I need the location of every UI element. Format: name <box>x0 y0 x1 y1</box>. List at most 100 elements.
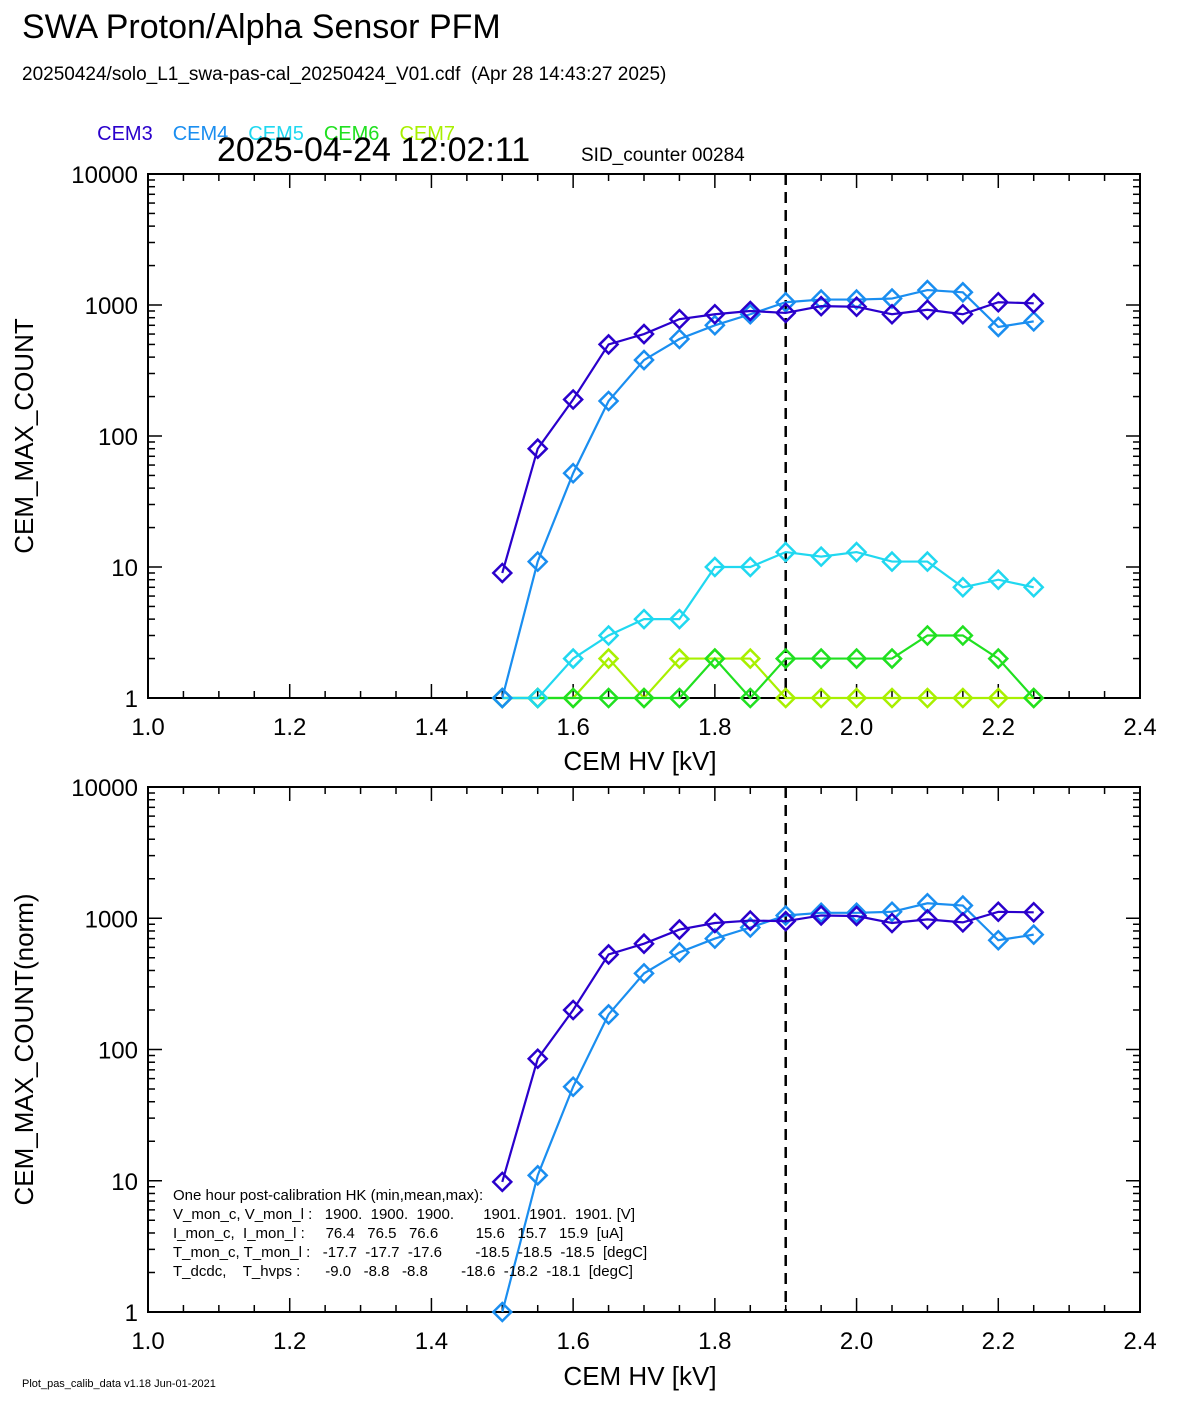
y-tick-label: 10000 <box>71 162 138 189</box>
data-point-cem6 <box>668 687 691 709</box>
data-point-cem4 <box>987 316 1010 338</box>
data-point-cem3 <box>987 291 1010 313</box>
data-point-cem5 <box>1022 576 1045 599</box>
x-tick-label: 2.4 <box>1123 714 1156 741</box>
y-tick-label: 1000 <box>85 293 138 320</box>
hk-annotation-line: T_mon_c, T_mon_l : -17.7 -17.7 -17.6 -18… <box>173 1244 647 1261</box>
data-point-cem4 <box>491 687 514 709</box>
hk-annotation-line: I_mon_c, I_mon_l : 76.4 76.5 76.6 15.6 1… <box>173 1225 623 1242</box>
data-point-cem3 <box>810 295 832 317</box>
y-tick-label: 1 <box>125 1300 138 1327</box>
data-point-cem5 <box>845 541 868 563</box>
data-point-cem4 <box>987 929 1010 952</box>
data-point-cem6 <box>810 647 832 670</box>
data-point-cem7 <box>739 647 762 670</box>
series-line-cem5 <box>502 550 1034 700</box>
data-point-cem6 <box>774 647 797 670</box>
x-tick-label: 2.2 <box>982 714 1015 741</box>
data-point-cem6 <box>1022 687 1045 709</box>
data-point-cem7 <box>774 687 797 709</box>
data-point-cem6 <box>562 687 584 709</box>
data-point-cem7 <box>881 687 903 709</box>
data-point-cem3 <box>668 308 691 330</box>
data-point-cem3 <box>881 912 903 934</box>
data-point-cem4 <box>845 902 868 924</box>
x-tick-label: 1.6 <box>556 714 589 741</box>
data-point-cem4 <box>881 287 903 310</box>
data-point-cem3 <box>633 932 655 955</box>
y-tick-label: 10000 <box>71 775 138 802</box>
data-point-cem4 <box>668 941 691 964</box>
data-point-cem5 <box>526 687 549 709</box>
series-line-cem4 <box>501 288 1034 699</box>
data-point-cem3 <box>491 562 514 584</box>
data-point-cem3 <box>526 437 549 460</box>
data-point-cem3 <box>916 908 939 931</box>
data-point-cem3 <box>739 909 762 932</box>
data-point-cem6 <box>597 687 620 709</box>
data-point-cem3 <box>739 300 762 322</box>
y-tick-label: 1000 <box>85 906 138 933</box>
x-tick-label: 1.0 <box>131 714 164 741</box>
hk-annotation-line: One hour post-calibration HK (min,mean,m… <box>173 1187 483 1204</box>
data-point-cem5 <box>987 568 1010 591</box>
data-point-cem3 <box>1022 901 1045 924</box>
data-point-cem4 <box>491 1301 514 1323</box>
data-point-cem3 <box>633 323 655 345</box>
data-point-cem7 <box>845 687 868 709</box>
series-line-cem6 <box>502 634 1035 700</box>
timestamp: 2025-04-24 12:02:11 <box>217 131 531 169</box>
legend-item-cem6: CEM6 <box>323 123 380 145</box>
data-point-cem4 <box>774 904 797 927</box>
y-tick-label: 1 <box>125 686 138 713</box>
data-point-cem3 <box>597 333 620 356</box>
footer-version: Plot_pas_calib_data v1.18 Jun-01-2021 <box>22 1378 216 1390</box>
data-point-cem3 <box>845 905 868 927</box>
x-tick-label: 1.8 <box>698 1328 731 1355</box>
data-point-cem5 <box>774 541 797 563</box>
data-point-cem3 <box>881 303 903 326</box>
data-point-cem5 <box>597 624 620 647</box>
y-tick-label: 100 <box>98 1038 138 1065</box>
hk-annotation-line: V_mon_c, V_mon_l : 1900. 1900. 1900. 190… <box>173 1206 635 1223</box>
data-point-cem6 <box>952 624 974 647</box>
data-point-cem6 <box>987 647 1010 670</box>
data-point-cem4 <box>633 962 655 985</box>
x-tick-label: 2.4 <box>1123 1328 1156 1355</box>
file-info: 20250424/solo_L1_swa-pas-cal_20250424_V0… <box>22 64 667 85</box>
page-title: SWA Proton/Alpha Sensor PFM <box>22 8 501 46</box>
legend-item-cem4: CEM4 <box>172 123 229 145</box>
x-tick-label: 2.0 <box>840 714 873 741</box>
x-axis-label: CEM HV [kV] <box>563 1361 716 1391</box>
data-point-cem4 <box>952 281 974 304</box>
data-point-cem6 <box>845 647 868 670</box>
x-tick-label: 1.4 <box>415 1328 448 1355</box>
x-tick-label: 1.0 <box>131 1328 164 1355</box>
data-point-cem7 <box>597 647 620 670</box>
data-point-cem3 <box>491 1171 514 1193</box>
data-point-cem3 <box>987 901 1010 923</box>
data-point-cem4 <box>881 901 903 923</box>
data-point-cem5 <box>916 550 939 573</box>
data-point-cem3 <box>774 302 797 324</box>
legend-item-cem5: CEM5 <box>248 123 304 145</box>
data-point-cem4 <box>526 1164 549 1187</box>
data-point-cem5 <box>633 608 655 630</box>
y-axis-label: CEM_MAX_COUNT <box>9 318 39 554</box>
data-point-cem4 <box>597 1003 620 1026</box>
legend-item-cem7: CEM7 <box>399 123 456 145</box>
x-axis-label: CEM HV [kV] <box>563 746 716 776</box>
data-point-cem6 <box>916 624 939 647</box>
data-point-cem7 <box>952 687 974 709</box>
data-point-cem3 <box>562 999 584 1021</box>
x-tick-label: 1.2 <box>273 1328 306 1355</box>
data-point-cem3 <box>704 912 726 934</box>
hk-annotation-line: T_dcdc, T_hvps : -9.0 -8.8 -8.8 -18.6 -1… <box>173 1263 633 1280</box>
data-point-cem3 <box>810 904 832 927</box>
data-point-cem6 <box>633 687 655 709</box>
data-point-cem3 <box>774 910 797 932</box>
data-point-cem6 <box>881 647 903 670</box>
data-point-cem3 <box>916 298 939 321</box>
x-tick-label: 1.2 <box>273 714 306 741</box>
data-point-cem3 <box>526 1047 549 1070</box>
